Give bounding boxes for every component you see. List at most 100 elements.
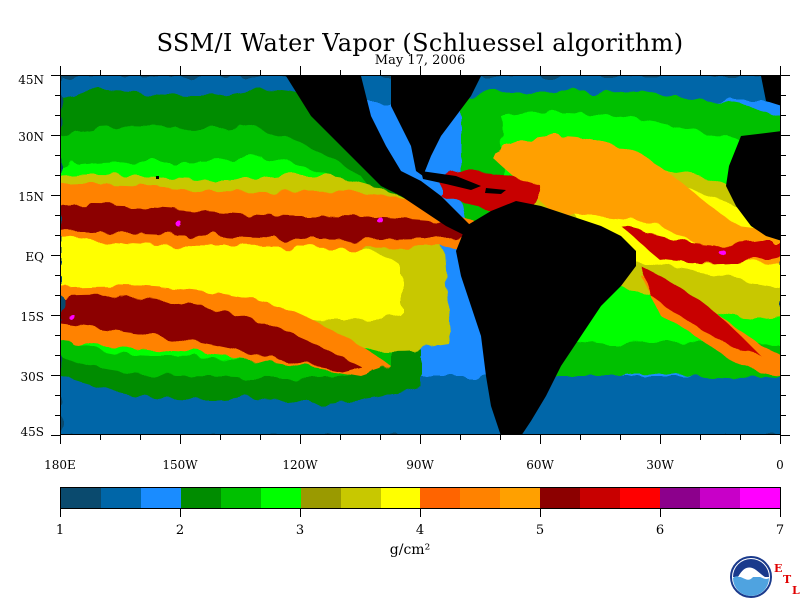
- axis-tick: [781, 95, 786, 96]
- axis-tick: [300, 66, 301, 75]
- axis-tick: [781, 355, 786, 356]
- lat-label-eq: EQ: [25, 250, 44, 264]
- axis-tick: [540, 435, 541, 444]
- axis-tick: [51, 75, 60, 76]
- colorbar-swatch: [500, 488, 541, 508]
- axis-tick: [380, 435, 381, 440]
- axis-tick: [55, 275, 60, 276]
- axis-tick: [781, 435, 790, 436]
- axis-tick: [781, 335, 786, 336]
- axis-tick: [700, 70, 701, 75]
- colorbar-swatch: [420, 488, 461, 508]
- colorbar-swatch: [140, 488, 181, 508]
- axis-tick: [51, 195, 60, 196]
- axis-tick: [55, 295, 60, 296]
- axis-tick: [380, 70, 381, 75]
- colorbar-swatch: [220, 488, 261, 508]
- axis-tick: [660, 435, 661, 444]
- axis-tick: [781, 275, 786, 276]
- axis-tick: [540, 66, 541, 75]
- axis-tick: [420, 66, 421, 75]
- lon-label-0: 0: [776, 458, 784, 472]
- axis-tick: [60, 66, 61, 75]
- lat-label-30s: 30S: [20, 370, 45, 384]
- logo-letter-l: L: [792, 584, 800, 597]
- axis-tick: [55, 175, 60, 176]
- colorbar-swatch: [300, 488, 341, 508]
- noaa-logo-icon: [730, 556, 772, 598]
- axis-tick: [51, 255, 60, 256]
- lat-label-45s: 45S: [20, 425, 45, 439]
- axis-tick: [55, 395, 60, 396]
- axis-tick: [781, 175, 786, 176]
- axis-tick: [740, 70, 741, 75]
- axis-tick: [260, 70, 261, 75]
- colorbar-tick: [660, 509, 661, 517]
- colorbar-swatch: [460, 488, 501, 508]
- colorbar-units: g/cm²: [389, 542, 431, 558]
- axis-tick: [780, 435, 781, 444]
- colorbar-swatch: [660, 488, 700, 508]
- map-date: May 17, 2006: [374, 53, 466, 68]
- colorbar-swatch: [100, 488, 141, 508]
- axis-tick: [781, 375, 790, 376]
- colorbar-tick: [180, 509, 181, 517]
- axis-tick: [781, 415, 786, 416]
- logo-letter-t: T: [783, 573, 792, 586]
- axis-tick: [781, 295, 786, 296]
- axis-tick: [620, 435, 621, 440]
- water-vapor-map: [60, 75, 781, 435]
- colorbar-swatch: [340, 488, 381, 508]
- axis-tick: [180, 435, 181, 444]
- axis-tick: [220, 70, 221, 75]
- axis-tick: [781, 395, 786, 396]
- axis-tick: [781, 195, 790, 196]
- colorbar-label-7: 7: [775, 523, 785, 538]
- axis-tick: [700, 435, 701, 440]
- axis-tick: [140, 70, 141, 75]
- axis-tick: [580, 70, 581, 75]
- axis-tick: [460, 435, 461, 440]
- colorbar-label-5: 5: [535, 523, 545, 538]
- axis-tick: [55, 215, 60, 216]
- colorbar-tick: [300, 509, 301, 517]
- axis-tick: [220, 435, 221, 440]
- axis-tick: [781, 235, 786, 236]
- axis-tick: [500, 435, 501, 440]
- colorbar-label-6: 6: [655, 523, 665, 538]
- lon-label-150w: 150W: [162, 458, 198, 472]
- lat-label-45n: 45N: [18, 73, 44, 87]
- axis-tick: [340, 70, 341, 75]
- lon-label-120w: 120W: [282, 458, 318, 472]
- axis-tick: [55, 355, 60, 356]
- lat-label-15s: 15S: [20, 310, 45, 324]
- colorbar-swatch: [180, 488, 221, 508]
- axis-tick: [580, 435, 581, 440]
- colorbar-swatch: [380, 488, 421, 508]
- axis-tick: [420, 435, 421, 444]
- logo-letter-e: E: [774, 562, 783, 575]
- axis-tick: [51, 375, 60, 376]
- lon-label-30w: 30W: [646, 458, 674, 472]
- axis-tick: [781, 155, 786, 156]
- axis-tick: [300, 435, 301, 444]
- axis-tick: [55, 415, 60, 416]
- lon-label-180e: 180E: [44, 458, 76, 472]
- axis-tick: [55, 115, 60, 116]
- colorbar-swatch: [61, 488, 101, 508]
- colorbar-tick: [540, 509, 541, 517]
- lat-label-30n: 30N: [18, 130, 44, 144]
- map-image: [61, 76, 780, 434]
- axis-tick: [55, 95, 60, 96]
- colorbar-tick: [780, 509, 781, 517]
- lat-label-15n: 15N: [18, 190, 44, 204]
- axis-tick: [51, 435, 60, 436]
- axis-tick: [340, 435, 341, 440]
- axis-tick: [60, 435, 61, 444]
- colorbar-tick: [60, 509, 61, 517]
- axis-tick: [460, 70, 461, 75]
- axis-tick: [781, 315, 790, 316]
- colorbar-swatch: [580, 488, 621, 508]
- colorbar-swatch: [260, 488, 301, 508]
- colorbar-label-1: 1: [55, 523, 65, 538]
